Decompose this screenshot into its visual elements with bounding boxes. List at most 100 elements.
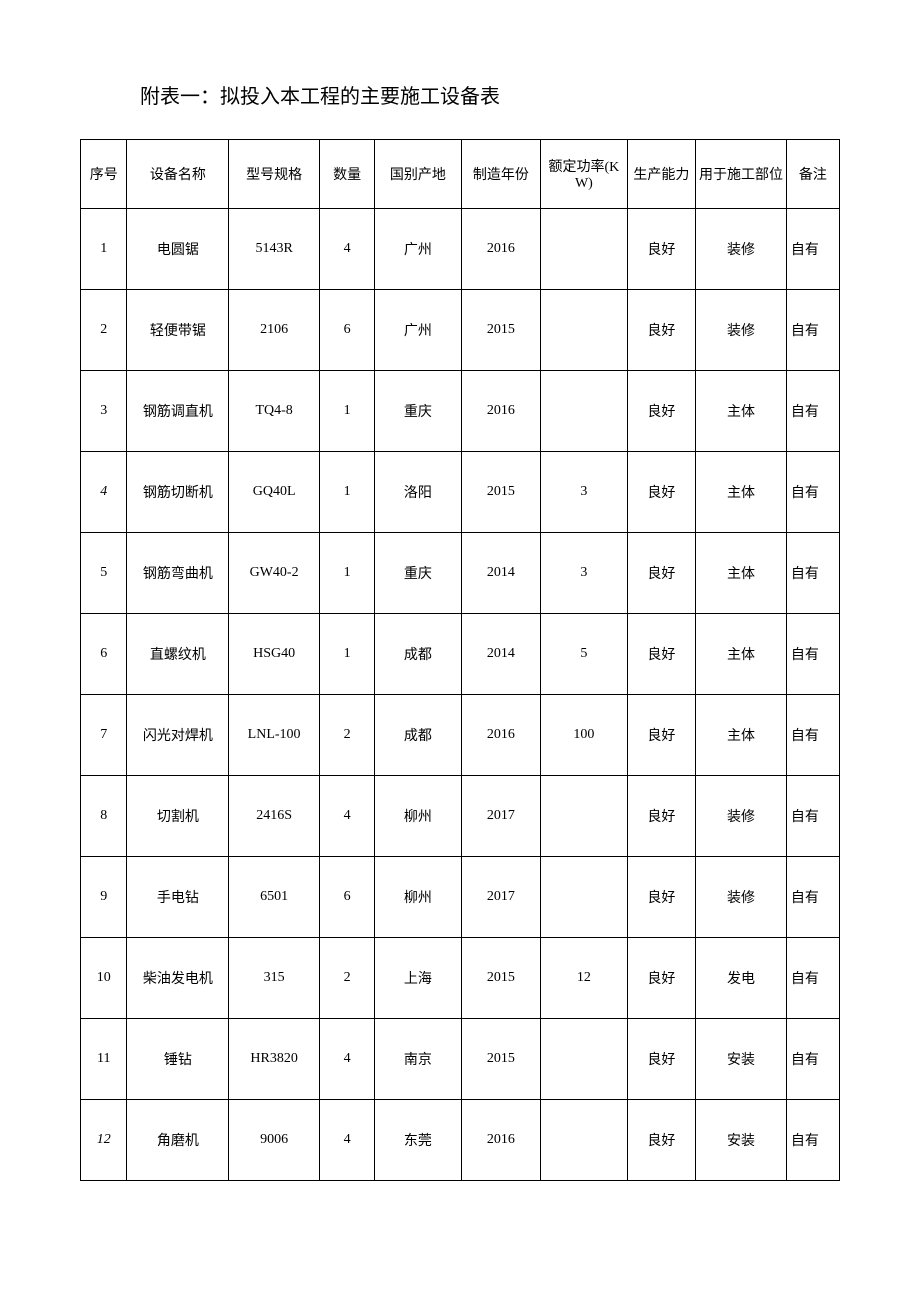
cell-capacity: 良好 (627, 533, 696, 614)
cell-power: 3 (541, 452, 627, 533)
cell-remark: 自有 (786, 371, 839, 452)
cell-power: 12 (541, 938, 627, 1019)
equipment-table: 序号 设备名称 型号规格 数量 国别产地 制造年份 额定功率(KW) 生产能力 … (80, 139, 840, 1181)
cell-power (541, 209, 627, 290)
cell-power (541, 290, 627, 371)
cell-remark: 自有 (786, 938, 839, 1019)
cell-year: 2014 (461, 614, 541, 695)
cell-seq: 9 (81, 857, 127, 938)
cell-use: 主体 (696, 695, 787, 776)
cell-seq: 10 (81, 938, 127, 1019)
cell-capacity: 良好 (627, 695, 696, 776)
cell-model: 2106 (229, 290, 320, 371)
cell-year: 2014 (461, 533, 541, 614)
cell-power (541, 776, 627, 857)
cell-seq: 5 (81, 533, 127, 614)
cell-year: 2016 (461, 1100, 541, 1181)
table-row: 3钢筋调直机TQ4-81重庆2016良好主体自有 (81, 371, 840, 452)
cell-qty: 1 (319, 452, 374, 533)
cell-use: 装修 (696, 857, 787, 938)
cell-model: GQ40L (229, 452, 320, 533)
cell-capacity: 良好 (627, 1019, 696, 1100)
cell-use: 安装 (696, 1019, 787, 1100)
cell-origin: 柳州 (375, 857, 461, 938)
cell-qty: 2 (319, 695, 374, 776)
cell-qty: 2 (319, 938, 374, 1019)
cell-remark: 自有 (786, 533, 839, 614)
cell-remark: 自有 (786, 695, 839, 776)
cell-qty: 4 (319, 1019, 374, 1100)
cell-origin: 成都 (375, 695, 461, 776)
cell-remark: 自有 (786, 452, 839, 533)
cell-name: 钢筋弯曲机 (127, 533, 229, 614)
cell-model: 9006 (229, 1100, 320, 1181)
cell-seq: 3 (81, 371, 127, 452)
cell-remark: 自有 (786, 614, 839, 695)
cell-capacity: 良好 (627, 371, 696, 452)
cell-year: 2016 (461, 209, 541, 290)
cell-use: 装修 (696, 776, 787, 857)
cell-remark: 自有 (786, 290, 839, 371)
cell-origin: 成都 (375, 614, 461, 695)
cell-name: 切割机 (127, 776, 229, 857)
col-header-capacity: 生产能力 (627, 140, 696, 209)
cell-qty: 1 (319, 533, 374, 614)
cell-qty: 1 (319, 371, 374, 452)
col-header-power: 额定功率(KW) (541, 140, 627, 209)
cell-seq: 4 (81, 452, 127, 533)
cell-capacity: 良好 (627, 290, 696, 371)
cell-year: 2015 (461, 452, 541, 533)
table-body: 1电圆锯5143R4广州2016良好装修自有2轻便带锯21066广州2015良好… (81, 209, 840, 1181)
cell-qty: 4 (319, 1100, 374, 1181)
cell-seq: 2 (81, 290, 127, 371)
col-header-year: 制造年份 (461, 140, 541, 209)
table-row: 10柴油发电机3152上海201512良好发电自有 (81, 938, 840, 1019)
cell-year: 2015 (461, 1019, 541, 1100)
table-row: 7闪光对焊机LNL-1002成都2016100良好主体自有 (81, 695, 840, 776)
cell-year: 2015 (461, 290, 541, 371)
cell-use: 主体 (696, 371, 787, 452)
cell-remark: 自有 (786, 1100, 839, 1181)
cell-name: 闪光对焊机 (127, 695, 229, 776)
cell-model: HSG40 (229, 614, 320, 695)
cell-remark: 自有 (786, 857, 839, 938)
table-row: 12角磨机90064东莞2016良好安装自有 (81, 1100, 840, 1181)
cell-capacity: 良好 (627, 857, 696, 938)
cell-origin: 东莞 (375, 1100, 461, 1181)
cell-year: 2015 (461, 938, 541, 1019)
cell-name: 锤钻 (127, 1019, 229, 1100)
cell-name: 轻便带锯 (127, 290, 229, 371)
cell-use: 发电 (696, 938, 787, 1019)
col-header-seq: 序号 (81, 140, 127, 209)
cell-model: 315 (229, 938, 320, 1019)
cell-capacity: 良好 (627, 938, 696, 1019)
col-header-remark: 备注 (786, 140, 839, 209)
col-header-qty: 数量 (319, 140, 374, 209)
cell-capacity: 良好 (627, 209, 696, 290)
cell-name: 钢筋切断机 (127, 452, 229, 533)
cell-qty: 1 (319, 614, 374, 695)
cell-year: 2017 (461, 857, 541, 938)
cell-model: TQ4-8 (229, 371, 320, 452)
table-row: 8切割机2416S4柳州2017良好装修自有 (81, 776, 840, 857)
table-row: 11锤钻HR38204南京2015良好安装自有 (81, 1019, 840, 1100)
cell-use: 主体 (696, 452, 787, 533)
cell-capacity: 良好 (627, 776, 696, 857)
table-row: 9手电钻65016柳州2017良好装修自有 (81, 857, 840, 938)
cell-name: 直螺纹机 (127, 614, 229, 695)
col-header-origin: 国别产地 (375, 140, 461, 209)
cell-name: 手电钻 (127, 857, 229, 938)
cell-name: 角磨机 (127, 1100, 229, 1181)
cell-origin: 洛阳 (375, 452, 461, 533)
cell-remark: 自有 (786, 1019, 839, 1100)
cell-model: LNL-100 (229, 695, 320, 776)
cell-power (541, 371, 627, 452)
cell-year: 2017 (461, 776, 541, 857)
cell-origin: 柳州 (375, 776, 461, 857)
table-header-row: 序号 设备名称 型号规格 数量 国别产地 制造年份 额定功率(KW) 生产能力 … (81, 140, 840, 209)
cell-power (541, 1019, 627, 1100)
cell-remark: 自有 (786, 209, 839, 290)
cell-year: 2016 (461, 695, 541, 776)
cell-capacity: 良好 (627, 452, 696, 533)
cell-power: 5 (541, 614, 627, 695)
